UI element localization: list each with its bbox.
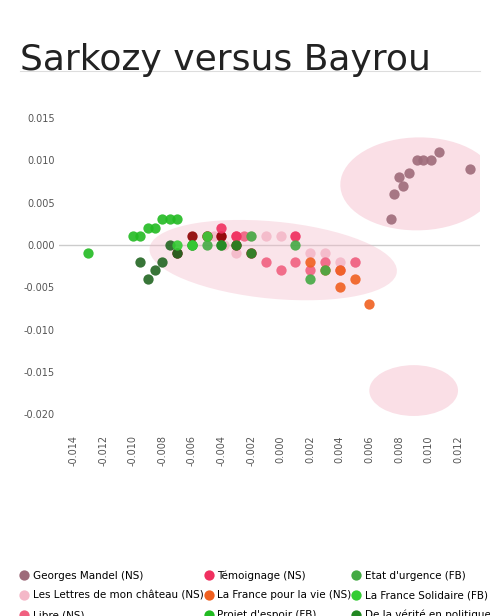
Point	[247, 232, 255, 241]
Point	[151, 265, 159, 275]
Point	[173, 248, 181, 258]
Point	[247, 248, 255, 258]
Point	[173, 240, 181, 249]
Point	[427, 155, 435, 165]
Point	[351, 274, 359, 283]
Point	[218, 232, 225, 241]
Point	[466, 164, 474, 174]
Point	[336, 265, 343, 275]
Point	[158, 214, 166, 224]
Point	[292, 240, 299, 249]
Point	[232, 248, 240, 258]
Point	[220, 240, 228, 249]
Point	[218, 223, 225, 233]
Ellipse shape	[149, 220, 397, 300]
Point	[144, 274, 151, 283]
Point	[306, 274, 314, 283]
Point	[399, 180, 407, 190]
Point	[247, 248, 255, 258]
Point	[277, 265, 285, 275]
Point	[336, 265, 343, 275]
Point	[232, 240, 240, 249]
Point	[173, 248, 181, 258]
Point	[395, 172, 403, 182]
Point	[232, 240, 240, 249]
Point	[218, 240, 225, 249]
Point	[218, 240, 225, 249]
Point	[351, 257, 359, 267]
Point	[173, 214, 181, 224]
Point	[188, 232, 196, 241]
Point	[232, 232, 240, 241]
Point	[247, 232, 255, 241]
Point	[366, 299, 373, 309]
Point	[188, 240, 196, 249]
Point	[388, 214, 395, 224]
Point	[247, 248, 255, 258]
Point	[306, 248, 314, 258]
Point	[321, 265, 329, 275]
Point	[203, 232, 211, 241]
Point	[262, 232, 270, 241]
Point	[218, 232, 225, 241]
Point	[240, 232, 247, 241]
Point	[277, 232, 285, 241]
Point	[188, 240, 196, 249]
Point	[391, 189, 398, 199]
Point	[435, 147, 443, 156]
Point	[405, 168, 413, 178]
Point	[136, 257, 144, 267]
Point	[144, 223, 151, 233]
Point	[84, 248, 92, 258]
Ellipse shape	[369, 365, 458, 416]
Point	[210, 232, 218, 241]
Point	[203, 232, 211, 241]
Point	[136, 232, 144, 241]
Legend: Georges Mandel (NS), Les Lettres de mon château (NS), Libre (NS), Republique (NS: Georges Mandel (NS), Les Lettres de mon …	[19, 565, 490, 616]
Point	[188, 240, 196, 249]
Point	[306, 265, 314, 275]
Point	[418, 155, 426, 165]
Point	[203, 240, 211, 249]
Point	[166, 240, 173, 249]
Point	[321, 265, 329, 275]
Point	[336, 282, 343, 292]
Point	[129, 232, 137, 241]
Point	[351, 257, 359, 267]
Point	[306, 257, 314, 267]
Point	[232, 232, 240, 241]
Point	[336, 257, 343, 267]
Point	[158, 257, 166, 267]
Point	[262, 257, 270, 267]
Point	[321, 248, 329, 258]
Text: Sarkozy versus Bayrou: Sarkozy versus Bayrou	[20, 43, 431, 77]
Point	[203, 232, 211, 241]
Point	[166, 214, 173, 224]
Point	[321, 257, 329, 267]
Ellipse shape	[341, 137, 490, 230]
Point	[413, 155, 420, 165]
Point	[292, 257, 299, 267]
Point	[292, 232, 299, 241]
Point	[292, 232, 299, 241]
Point	[151, 223, 159, 233]
